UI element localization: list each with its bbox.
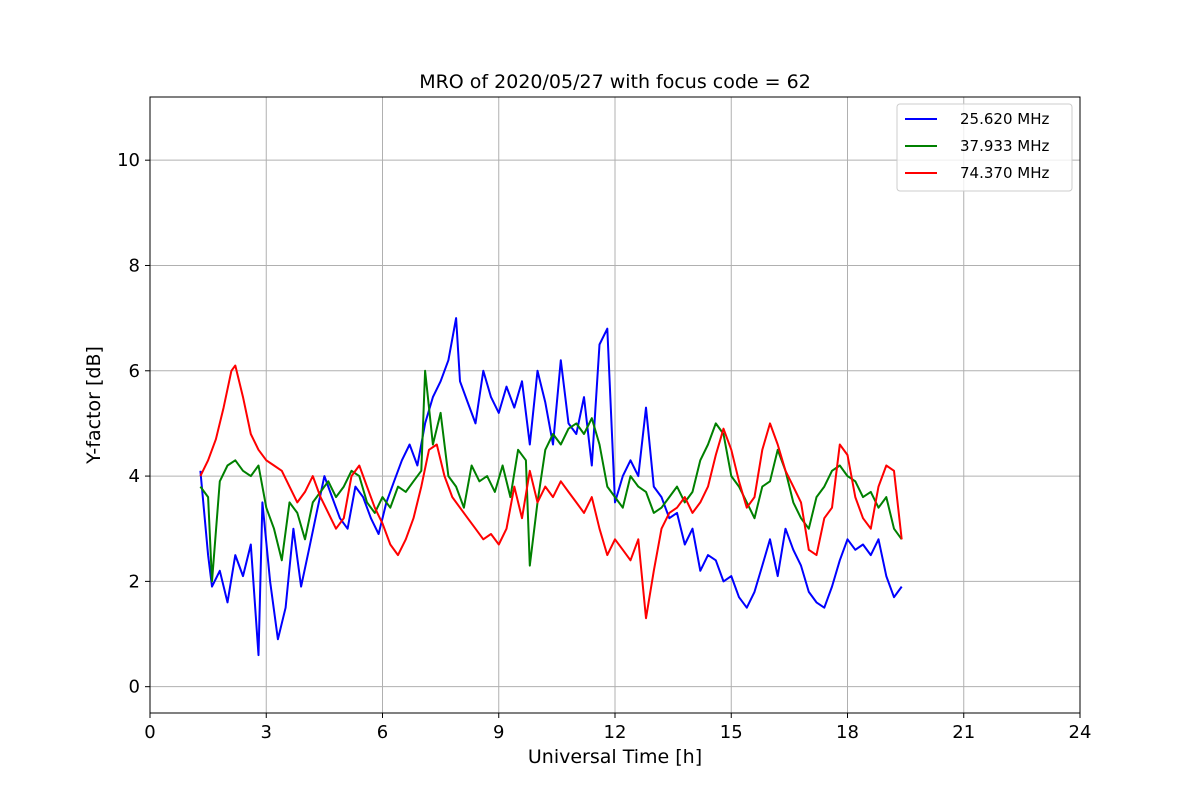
- legend-box: [896, 103, 1073, 192]
- y-tick-label: 6: [129, 361, 140, 382]
- series-line-1: [199, 317, 903, 657]
- legend: 25.620 MHz 37.933 MHz 74.370 MHz: [896, 103, 1073, 192]
- x-tick-label: 21: [952, 722, 975, 743]
- y-tick-label: 4: [129, 466, 140, 487]
- x-tick-label: 15: [720, 722, 743, 743]
- x-tick-label: 18: [836, 722, 859, 743]
- x-tick-label: 0: [144, 722, 155, 743]
- series-group: [199, 317, 903, 657]
- series-line-3: [199, 364, 903, 620]
- y-tick-label: 10: [117, 150, 140, 171]
- chart-title: MRO of 2020/05/27 with focus code = 62: [419, 71, 811, 93]
- y-tick-label: 8: [129, 255, 140, 276]
- x-tick-label: 24: [1069, 722, 1092, 743]
- y-tick-label: 2: [129, 571, 140, 592]
- y-tick-label: 0: [129, 677, 140, 698]
- legend-label: 37.933 MHz: [960, 137, 1049, 155]
- x-tick-label: 9: [493, 722, 504, 743]
- legend-label: 25.620 MHz: [960, 110, 1049, 128]
- x-tick-label: 3: [261, 722, 272, 743]
- x-tick-label: 6: [377, 722, 388, 743]
- y-axis-label: Y-factor [dB]: [83, 346, 105, 465]
- legend-label: 74.370 MHz: [960, 164, 1049, 182]
- x-axis-label: Universal Time [h]: [528, 746, 702, 768]
- x-tick-label: 12: [604, 722, 627, 743]
